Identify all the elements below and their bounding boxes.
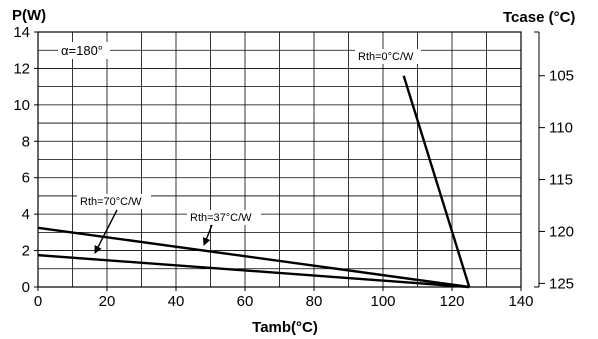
y-tick-label: 6 xyxy=(22,170,30,187)
x-tick-label: 60 xyxy=(237,293,254,310)
annotation-rth37: Rth=37°C/W xyxy=(187,210,261,225)
y2-tick-label: 105 xyxy=(549,68,574,85)
series-lines xyxy=(37,75,471,289)
y-tick-label: 4 xyxy=(22,206,30,223)
y-tick-label: 0 xyxy=(22,279,30,296)
annotation-rth70-bg xyxy=(77,194,151,209)
grid xyxy=(38,32,521,287)
x-tick-label: 40 xyxy=(168,293,185,310)
annotation-arrow-rth37 xyxy=(202,224,213,246)
x-tick-label: 140 xyxy=(508,293,533,310)
series-line-1 xyxy=(37,226,470,289)
x-tick-label: 0 xyxy=(34,293,42,310)
y-tick-label: 12 xyxy=(13,60,30,77)
y2-tick-label: 120 xyxy=(549,223,574,240)
x-tick-label: 20 xyxy=(99,293,116,310)
x-tick-label: 120 xyxy=(439,293,464,310)
annotation-rth37-text: Rth=37°C/W xyxy=(190,212,252,224)
x-tick-label: 100 xyxy=(370,293,395,310)
y2-tick-label: 115 xyxy=(549,172,573,189)
plot-frame xyxy=(37,31,522,288)
annotation-arrow-rth70 xyxy=(94,209,118,254)
y-tick-label: 14 xyxy=(13,24,30,41)
y2-tick-label: 125 xyxy=(549,275,574,292)
annotation-rth70-text: Rth=70°C/W xyxy=(80,196,142,208)
y-tick-label: 2 xyxy=(22,243,30,260)
annotation-rth70: Rth=70°C/W xyxy=(77,194,151,209)
series-line-0 xyxy=(402,75,471,288)
annotation-alpha-bg xyxy=(58,42,110,59)
y-tick-label: 10 xyxy=(13,97,30,114)
annotation-alpha: α=180° xyxy=(58,42,110,59)
x-tick-label: 80 xyxy=(306,293,323,310)
annotation-rth37-bg xyxy=(187,210,261,225)
y2-axis-title: Tcase (°C) xyxy=(503,9,575,26)
annotation-rth0: Rth=0°C/W xyxy=(355,49,421,64)
annotation-rth0-text: Rth=0°C/W xyxy=(358,51,414,63)
labels: 0 20 40 60 80 100 120 140 0 2 4 6 8 10 12 14 105 110 115 12… xyxy=(12,7,575,336)
y-axis-title: P(W) xyxy=(12,7,46,24)
x-axis-title: Tamb(°C) xyxy=(252,319,318,336)
series-line-2 xyxy=(37,253,470,289)
annotation-rth0-bg xyxy=(355,49,421,64)
y-tick-label: 8 xyxy=(22,133,30,150)
annotation-alpha-text: α=180° xyxy=(61,43,103,58)
axes xyxy=(34,31,545,291)
y2-tick-label: 110 xyxy=(549,120,573,137)
